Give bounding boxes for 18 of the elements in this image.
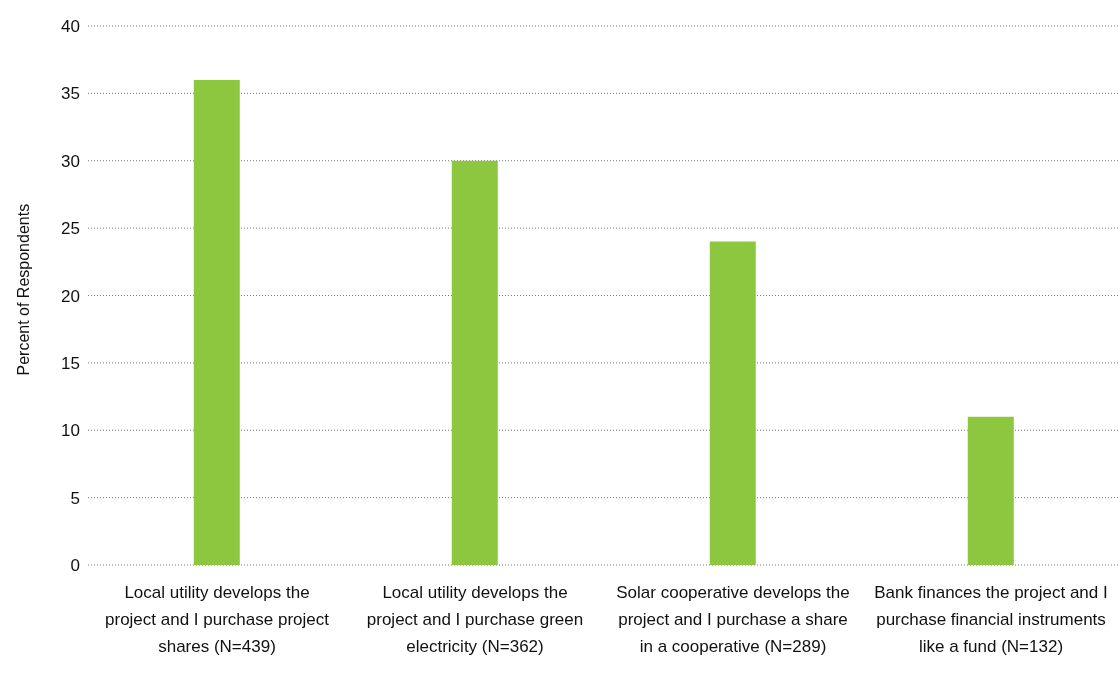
y-tick-label: 10 — [61, 421, 80, 441]
y-tick-label: 15 — [61, 353, 80, 373]
x-tick-label: Bank finances the project and I purchase financial instruments like a fund (N=132) — [873, 582, 1109, 658]
bar — [967, 416, 1014, 565]
bar — [451, 160, 498, 565]
x-tick-label: Local utility develops the project and I purchase project shares (N=439) — [104, 582, 330, 658]
y-tick-label: 40 — [61, 17, 80, 37]
y-tick-label: 35 — [61, 84, 80, 104]
y-tick-label: 20 — [61, 286, 80, 306]
y-tick-label: 0 — [70, 556, 80, 576]
x-tick-label: Solar cooperative develops the project and I purchase a share in a cooperative (N=289) — [615, 582, 851, 658]
bar — [709, 241, 756, 565]
y-tick-label: 25 — [61, 219, 80, 239]
x-tick-label: Local utility develops the project and I purchase green electricity (N=362) — [365, 582, 585, 658]
y-tick-label: 30 — [61, 151, 80, 171]
bar — [193, 79, 240, 565]
y-axis-title: Percent of Respondents — [14, 203, 32, 376]
y-tick-label: 5 — [70, 488, 80, 508]
